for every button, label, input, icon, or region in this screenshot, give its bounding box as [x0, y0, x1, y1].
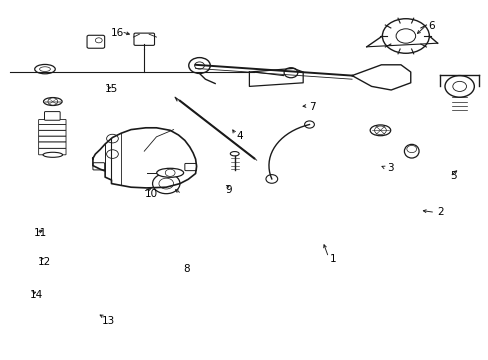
- Ellipse shape: [369, 125, 390, 136]
- Circle shape: [444, 76, 473, 97]
- Ellipse shape: [43, 98, 62, 105]
- Text: 10: 10: [145, 189, 158, 199]
- Text: 8: 8: [183, 264, 190, 274]
- FancyBboxPatch shape: [39, 148, 66, 155]
- Circle shape: [194, 62, 204, 69]
- Circle shape: [452, 81, 466, 91]
- Ellipse shape: [230, 152, 239, 156]
- Circle shape: [95, 38, 102, 43]
- FancyBboxPatch shape: [87, 35, 104, 48]
- Circle shape: [48, 98, 58, 105]
- Circle shape: [406, 145, 416, 153]
- FancyBboxPatch shape: [184, 163, 196, 171]
- FancyBboxPatch shape: [93, 163, 104, 170]
- Text: 9: 9: [225, 185, 232, 195]
- Circle shape: [265, 175, 277, 183]
- Text: 16: 16: [110, 28, 124, 38]
- FancyBboxPatch shape: [39, 142, 66, 148]
- Text: 3: 3: [386, 163, 393, 174]
- FancyBboxPatch shape: [39, 136, 66, 142]
- Ellipse shape: [40, 67, 50, 71]
- FancyBboxPatch shape: [44, 112, 60, 120]
- FancyBboxPatch shape: [39, 130, 66, 136]
- Circle shape: [284, 68, 297, 78]
- Text: 2: 2: [436, 207, 443, 217]
- Text: 6: 6: [427, 21, 434, 31]
- FancyBboxPatch shape: [39, 125, 66, 130]
- Text: 14: 14: [30, 290, 43, 300]
- Ellipse shape: [404, 144, 418, 158]
- Text: 11: 11: [33, 228, 47, 238]
- Circle shape: [152, 174, 180, 194]
- FancyBboxPatch shape: [134, 33, 154, 45]
- Text: 1: 1: [329, 254, 336, 264]
- Text: 5: 5: [449, 171, 456, 181]
- Text: 12: 12: [37, 257, 51, 267]
- Circle shape: [304, 121, 314, 128]
- Circle shape: [165, 169, 175, 176]
- Circle shape: [395, 29, 415, 43]
- Circle shape: [106, 150, 118, 158]
- Text: 4: 4: [236, 131, 243, 141]
- Text: 13: 13: [102, 316, 115, 326]
- Text: 15: 15: [104, 84, 118, 94]
- Circle shape: [374, 126, 386, 135]
- Ellipse shape: [156, 168, 183, 177]
- Ellipse shape: [35, 64, 55, 74]
- Circle shape: [382, 19, 428, 53]
- Circle shape: [159, 178, 173, 189]
- Circle shape: [188, 58, 210, 73]
- Text: 7: 7: [308, 102, 315, 112]
- Circle shape: [106, 134, 118, 143]
- Ellipse shape: [43, 152, 62, 157]
- FancyBboxPatch shape: [39, 120, 66, 125]
